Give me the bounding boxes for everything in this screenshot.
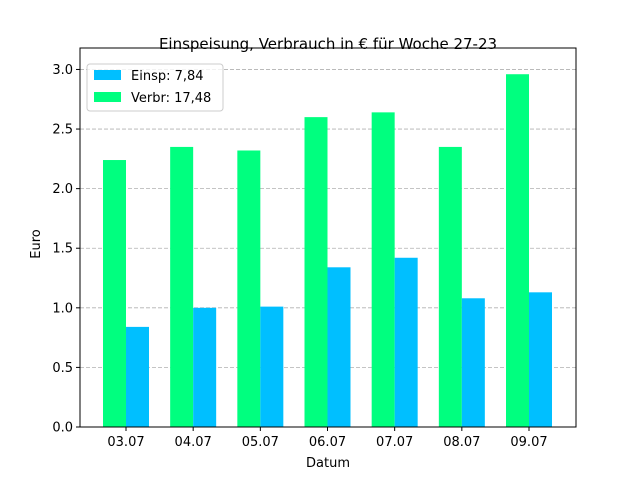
y-tick-label: 3.0 (52, 63, 73, 78)
legend: Einsp: 7,84 Verbr: 17,48 (86, 63, 224, 112)
bar-einsp-03.07 (126, 326, 149, 427)
bar-einsp-06.07 (327, 267, 351, 427)
x-tick-label: 04.07 (175, 435, 212, 450)
bar-verbr-08.07 (438, 146, 462, 427)
bar-verbr-09.07 (506, 74, 529, 427)
legend-swatch (94, 70, 121, 80)
x-tick-label: 08.07 (443, 435, 480, 450)
bar-verbr-04.07 (170, 146, 194, 427)
x-axis-ticks: 03.07 04.07 05.07 06.07 07.07 08.07 09.07 (107, 427, 548, 450)
bar-verbr-05.07 (237, 150, 261, 427)
legend-swatch (94, 92, 121, 102)
y-tick-label: 0.5 (52, 361, 73, 376)
bar-verbr-06.07 (304, 117, 328, 427)
legend-label: Verbr: 17,48 (131, 91, 211, 106)
chart-title: Einspeisung, Verbrauch in € für Woche 27… (159, 35, 497, 53)
x-axis-label: Datum (306, 456, 350, 471)
bar-einsp-07.07 (394, 257, 418, 427)
bar-einsp-09.07 (529, 292, 552, 427)
x-tick-label: 09.07 (510, 435, 547, 450)
x-tick-label: 03.07 (107, 435, 144, 450)
y-axis-label: Euro (29, 229, 44, 259)
legend-label: Einsp: 7,84 (131, 69, 204, 84)
bar-verbr-03.07 (103, 160, 126, 428)
x-tick-label: 05.07 (242, 435, 279, 450)
bars (103, 74, 552, 428)
y-axis-ticks: 0.0 0.5 1.0 1.5 2.0 2.5 3.0 (52, 63, 80, 436)
y-tick-label: 1.5 (52, 242, 73, 257)
bar-einsp-08.07 (461, 298, 485, 427)
x-tick-label: 07.07 (376, 435, 413, 450)
bar-einsp-05.07 (260, 306, 284, 427)
y-tick-label: 2.5 (52, 123, 73, 138)
bar-verbr-07.07 (371, 112, 395, 427)
y-tick-label: 2.0 (52, 182, 73, 197)
y-tick-label: 1.0 (52, 301, 73, 316)
bar-einsp-04.07 (193, 307, 217, 427)
y-tick-label: 0.0 (52, 421, 73, 436)
x-tick-label: 06.07 (309, 435, 346, 450)
